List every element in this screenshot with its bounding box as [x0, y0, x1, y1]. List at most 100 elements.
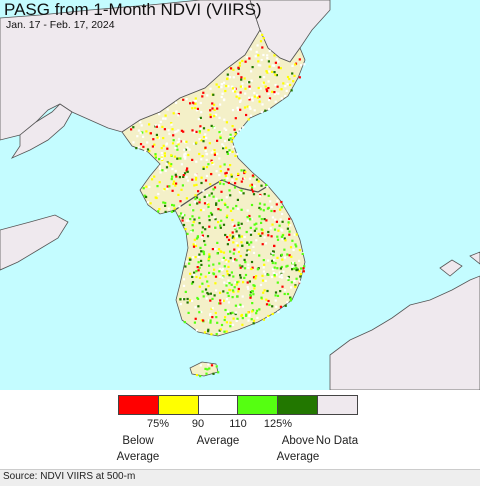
ndvi-pixel	[182, 130, 185, 133]
ndvi-pixel	[247, 118, 250, 121]
ndvi-pixel	[232, 241, 235, 244]
ndvi-pixel	[215, 365, 218, 368]
ndvi-pixel	[259, 195, 262, 198]
ndvi-pixel	[182, 98, 185, 101]
ndvi-pixel	[227, 85, 230, 88]
ndvi-pixel	[194, 97, 197, 100]
ndvi-pixel	[214, 218, 217, 221]
ndvi-pixel	[266, 90, 269, 93]
ndvi-pixel	[257, 64, 260, 67]
ndvi-pixel	[223, 179, 226, 182]
ndvi-pixel	[293, 267, 296, 270]
ndvi-pixel	[155, 125, 158, 128]
ndvi-pixel	[252, 245, 255, 248]
ndvi-pixel	[255, 222, 258, 225]
ndvi-pixel	[249, 48, 252, 51]
ndvi-pixel	[243, 267, 247, 270]
ndvi-pixel	[217, 208, 220, 211]
ndvi-pixel	[248, 81, 251, 84]
ndvi-pixel	[255, 50, 258, 53]
ndvi-pixel	[226, 270, 229, 273]
ndvi-pixel	[264, 242, 268, 245]
ndvi-pixel	[132, 141, 135, 144]
ndvi-pixel	[220, 299, 223, 302]
ndvi-pixel	[221, 268, 224, 272]
ndvi-pixel	[223, 281, 226, 284]
ndvi-pixel	[273, 259, 276, 262]
ndvi-pixel	[303, 63, 306, 66]
ndvi-pixel	[183, 153, 186, 156]
ndvi-pixel	[187, 219, 190, 222]
ndvi-pixel	[214, 113, 218, 116]
ndvi-pixel	[237, 248, 240, 251]
ndvi-pixel	[141, 131, 144, 134]
ndvi-pixel	[253, 109, 256, 112]
ndvi-pixel	[195, 160, 198, 163]
ndvi-pixel	[171, 203, 174, 207]
ndvi-pixel	[225, 196, 228, 199]
ndvi-pixel	[234, 182, 237, 185]
ndvi-pixel	[224, 308, 227, 312]
ndvi-pixel	[230, 67, 233, 70]
ndvi-pixel	[214, 282, 217, 285]
ndvi-pixel	[221, 259, 224, 262]
ndvi-pixel	[241, 295, 244, 298]
ndvi-pixel	[223, 265, 226, 268]
ndvi-pixel	[249, 107, 252, 110]
ndvi-pixel	[210, 151, 213, 154]
ndvi-pixel	[170, 163, 173, 166]
ndvi-pixel	[234, 258, 237, 261]
ndvi-pixel	[207, 328, 210, 331]
ndvi-pixel	[219, 136, 222, 139]
ndvi-pixel	[251, 290, 254, 293]
ndvi-pixel	[198, 201, 201, 204]
ndvi-pixel	[246, 105, 249, 108]
ndvi-pixel	[260, 221, 263, 224]
ndvi-pixel	[191, 178, 194, 181]
ndvi-pixel	[274, 294, 277, 297]
ndvi-pixel	[280, 200, 283, 204]
ndvi-pixel	[208, 255, 211, 258]
ndvi-pixel	[257, 60, 260, 63]
ndvi-pixel	[227, 181, 230, 184]
ndvi-pixel	[158, 181, 161, 184]
ndvi-pixel	[266, 57, 269, 60]
ndvi-pixel	[161, 125, 164, 128]
ndvi-pixel	[266, 71, 269, 74]
ndvi-pixel	[267, 273, 270, 276]
ndvi-pixel	[281, 276, 284, 279]
ndvi-pixel	[237, 221, 240, 224]
ndvi-pixel	[183, 172, 187, 175]
ndvi-pixel	[243, 177, 246, 180]
ndvi-pixel	[180, 188, 183, 191]
ndvi-pixel	[295, 269, 298, 272]
ndvi-pixel	[146, 141, 149, 144]
ndvi-pixel	[239, 276, 242, 279]
ndvi-pixel	[237, 305, 241, 308]
ndvi-pixel	[210, 159, 213, 162]
ndvi-pixel	[290, 281, 293, 284]
ndvi-pixel	[217, 371, 220, 374]
ndvi-pixel	[218, 302, 221, 305]
ndvi-pixel	[246, 249, 249, 252]
ndvi-pixel	[226, 151, 229, 154]
ndvi-pixel	[274, 93, 277, 96]
ndvi-pixel	[231, 311, 234, 314]
ndvi-pixel	[221, 276, 224, 279]
ndvi-pixel	[195, 109, 199, 112]
ndvi-pixel	[171, 189, 174, 192]
ndvi-pixel	[260, 218, 263, 221]
ndvi-pixel	[192, 209, 195, 212]
ndvi-pixels	[130, 32, 306, 378]
japan-islands	[439, 251, 480, 277]
ndvi-pixel	[238, 97, 241, 100]
ndvi-pixel	[298, 58, 301, 61]
ndvi-pixel	[236, 295, 239, 298]
ndvi-pixel	[286, 301, 289, 304]
ndvi-pixel	[262, 266, 265, 269]
ndvi-pixel	[292, 261, 295, 264]
ndvi-pixel	[215, 203, 218, 206]
ndvi-pixel	[188, 148, 191, 151]
ndvi-pixel	[224, 203, 227, 206]
dmz-border	[174, 179, 269, 211]
